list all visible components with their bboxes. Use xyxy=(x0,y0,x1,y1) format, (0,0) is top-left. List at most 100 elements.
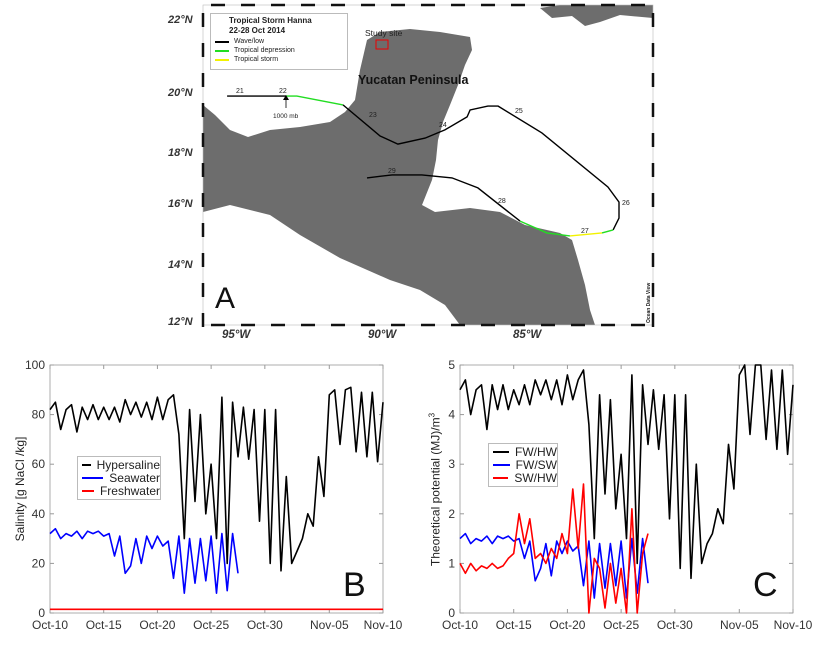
legend-label: FW/SW xyxy=(515,457,557,472)
track-segment xyxy=(286,95,344,106)
legend-label: Tropical storm xyxy=(234,56,279,63)
legend-swatch xyxy=(493,450,510,453)
legend-swatch xyxy=(215,58,229,61)
y-tick-label: 60 xyxy=(32,457,46,471)
land-mass xyxy=(203,29,595,325)
x-tick-label: Oct-15 xyxy=(496,618,532,632)
legend-label: FW/HW xyxy=(515,444,557,459)
x-tick-label: Nov-10 xyxy=(364,618,403,632)
lat-label: 12°N xyxy=(168,316,193,328)
x-tick-label: Nov-10 xyxy=(774,618,813,632)
legend-swatch xyxy=(493,463,510,466)
y-tick-label: 4 xyxy=(448,408,455,422)
track-day-27: 27 xyxy=(581,228,589,235)
legend-swatch xyxy=(82,463,91,466)
x-tick-label: Oct-30 xyxy=(247,618,283,632)
track-segment xyxy=(519,220,570,237)
salinity-y-axis-label: Salinity [g NaCl /kg] xyxy=(13,436,27,542)
y-tick-label: 3 xyxy=(448,457,455,471)
y-axis-label-text: Theoretical potential (MJ)/m xyxy=(428,417,443,567)
legend-item-sw-hw: SW/HW xyxy=(489,470,557,485)
legend-item-freshwater: Freshwater xyxy=(78,483,160,498)
map-legend-item: Tropical storm xyxy=(211,55,347,64)
region-label: Yucatan Peninsula xyxy=(358,73,470,87)
x-tick-label: Nov-05 xyxy=(720,618,759,632)
map-legend-title: Tropical Storm Hanna xyxy=(229,16,312,25)
pressure-arrow-head xyxy=(283,95,289,100)
x-tick-label: Oct-10 xyxy=(442,618,478,632)
lat-label: 14°N xyxy=(168,259,193,271)
map-legend-item: Tropical depression xyxy=(211,46,347,55)
legend-swatch xyxy=(82,476,104,479)
y-tick-label: 1 xyxy=(448,556,455,570)
lat-label: 18°N xyxy=(168,147,193,159)
legend-item-seawater: Seawater xyxy=(78,470,160,485)
y-tick-label: 40 xyxy=(32,507,46,521)
track-segment xyxy=(601,229,614,234)
lon-label: 85°W xyxy=(513,329,542,341)
track-day-24: 24 xyxy=(439,122,447,129)
series-line-seawater xyxy=(49,527,239,594)
potential-y-axis-label: Theoretical potential (MJ)/m3 xyxy=(428,405,443,575)
track-day-25: 25 xyxy=(515,108,523,115)
potential-legend: FW/HW FW/SW SW/HW xyxy=(488,443,558,487)
x-tick-label: Oct-15 xyxy=(86,618,122,632)
storm-track xyxy=(227,95,620,237)
study-site-label: Study site xyxy=(365,28,403,38)
x-tick-label: Oct-10 xyxy=(32,618,68,632)
track-day-29: 29 xyxy=(388,168,396,175)
legend-label: Freshwater xyxy=(99,483,160,498)
track-segment xyxy=(569,232,603,237)
legend-swatch xyxy=(493,476,509,479)
y-axis-label-superscript: 3 xyxy=(427,412,437,418)
study-site-marker xyxy=(375,39,389,50)
legend-label: Seawater xyxy=(109,470,160,485)
track-segment xyxy=(342,104,620,231)
x-tick-label: Oct-25 xyxy=(603,618,639,632)
y-tick-label: 5 xyxy=(448,358,455,372)
track-day-21: 21 xyxy=(236,88,244,95)
legend-item-fw-hw: FW/HW xyxy=(489,444,557,459)
legend-label: SW/HW xyxy=(514,470,557,485)
map-credit: Ocean Data View xyxy=(646,283,652,323)
x-tick-label: Oct-20 xyxy=(139,618,175,632)
series-line-hypersaline xyxy=(49,386,384,572)
y-tick-label: 80 xyxy=(32,408,46,422)
series-line-fw-hw xyxy=(459,364,794,580)
lon-label: 90°W xyxy=(368,329,397,341)
track-day-23: 23 xyxy=(369,112,377,119)
track-day-26: 26 xyxy=(622,200,630,207)
legend-label: Wave/low xyxy=(234,38,265,45)
map-legend: Tropical Storm Hanna 22-28 Oct 2014 Wave… xyxy=(210,13,348,70)
map-legend-item: Wave/low xyxy=(211,37,347,46)
y-tick-label: 100 xyxy=(25,358,45,372)
x-tick-label: Oct-30 xyxy=(657,618,693,632)
pressure-label: 1000 mb xyxy=(273,113,299,120)
track-day-28: 28 xyxy=(498,198,506,205)
series-line-fw-sw xyxy=(459,532,649,599)
y-tick-label: 2 xyxy=(448,507,455,521)
track-segment xyxy=(366,174,521,222)
lat-label: 16°N xyxy=(168,198,193,210)
legend-swatch xyxy=(215,40,229,43)
salinity-legend: Hypersaline Seawater Freshwater xyxy=(77,456,161,500)
x-tick-label: Oct-25 xyxy=(193,618,229,632)
x-tick-label: Nov-05 xyxy=(310,618,349,632)
y-tick-label: 0 xyxy=(38,606,45,620)
land-cuba xyxy=(540,5,653,26)
legend-label: Tropical depression xyxy=(234,47,295,54)
legend-swatch xyxy=(82,489,94,492)
legend-label: Hypersaline xyxy=(96,457,160,472)
series-line-sw-hw xyxy=(459,483,649,614)
lat-label: 20°N xyxy=(168,87,193,99)
map-legend-subtitle: 22-28 Oct 2014 xyxy=(229,26,286,35)
track-day-22: 22 xyxy=(279,88,287,95)
legend-item-hypersaline: Hypersaline xyxy=(78,457,160,472)
panel-label-b: B xyxy=(343,566,366,604)
legend-swatch xyxy=(215,49,229,52)
lon-label: 95°W xyxy=(222,329,251,341)
map-panel: 21 22 23 24 25 26 27 28 29 1000 mb Study… xyxy=(201,3,655,327)
y-tick-label: 20 xyxy=(32,556,46,570)
x-tick-label: Oct-20 xyxy=(549,618,585,632)
